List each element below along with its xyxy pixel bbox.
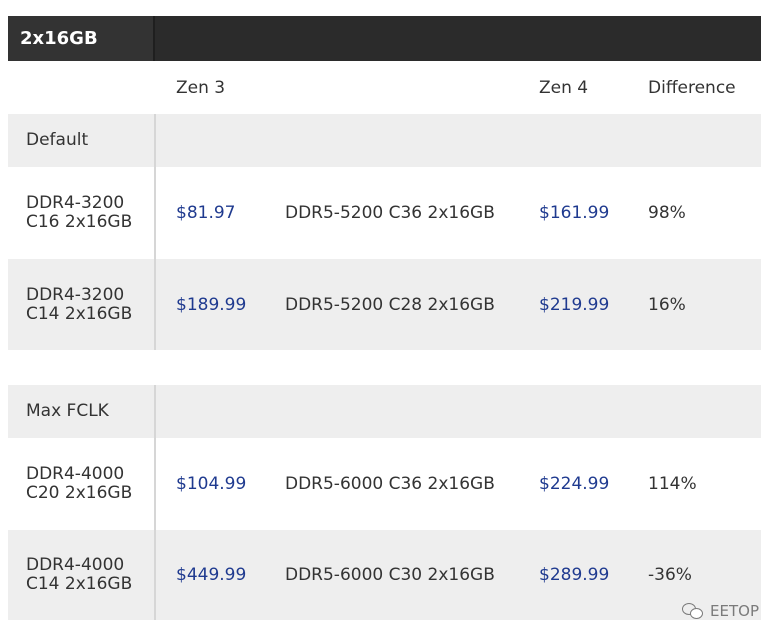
section-row-max-fclk: Max FCLK xyxy=(8,385,761,438)
column-divider xyxy=(154,167,156,259)
section-label: Max FCLK xyxy=(26,401,109,421)
price-difference: 114% xyxy=(648,474,697,494)
section-gap xyxy=(8,350,761,385)
price-difference: -36% xyxy=(648,565,692,585)
table-header: 2x16GB xyxy=(8,16,761,61)
column-header-row: Zen 3 Zen 4 Difference xyxy=(8,61,761,114)
table-row: DDR4-3200 C16 2x16GB $81.97 DDR5-5200 C3… xyxy=(8,167,761,259)
column-zen3: Zen 3 xyxy=(176,77,226,98)
column-divider xyxy=(154,259,156,350)
zen3-price: $81.97 xyxy=(176,203,236,223)
zen3-memory: DDR4-3200 C16 2x16GB xyxy=(26,193,133,232)
column-difference: Difference xyxy=(648,77,736,98)
zen4-price: $224.99 xyxy=(539,474,610,494)
zen3-price: $104.99 xyxy=(176,474,247,494)
zen3-memory: DDR4-4000 C20 2x16GB xyxy=(26,464,133,503)
watermark: EETOP xyxy=(682,602,759,620)
zen3-memory: DDR4-3200 C14 2x16GB xyxy=(26,284,133,324)
zen4-price: $289.99 xyxy=(539,565,610,585)
table-row: DDR4-4000 C20 2x16GB $104.99 DDR5-6000 C… xyxy=(8,438,761,530)
column-divider xyxy=(154,385,156,438)
column-zen4: Zen 4 xyxy=(539,77,589,98)
table-title: 2x16GB xyxy=(8,16,155,61)
zen4-price: $161.99 xyxy=(539,203,610,223)
zen3-memory: DDR4-4000 C14 2x16GB xyxy=(26,555,133,594)
column-divider xyxy=(154,530,156,620)
table-row: DDR4-3200 C14 2x16GB $189.99 DDR5-5200 C… xyxy=(8,259,761,350)
zen4-memory: DDR5-6000 C36 2x16GB xyxy=(285,474,495,494)
zen4-memory: DDR5-6000 C30 2x16GB xyxy=(285,565,495,585)
zen3-price: $189.99 xyxy=(176,294,247,315)
zen4-price: $219.99 xyxy=(539,294,610,315)
wechat-icon xyxy=(682,602,704,620)
price-difference: 98% xyxy=(648,203,686,223)
memory-price-table: 2x16GB Zen 3 Zen 4 Difference Default DD… xyxy=(8,16,761,620)
section-row-default: Default xyxy=(8,114,761,167)
zen3-price: $449.99 xyxy=(176,565,247,585)
price-difference: 16% xyxy=(648,294,686,315)
column-divider xyxy=(154,114,156,167)
zen4-memory: DDR5-5200 C36 2x16GB xyxy=(285,203,495,223)
column-divider xyxy=(154,438,156,530)
section-label: Default xyxy=(26,130,89,150)
zen4-memory: DDR5-5200 C28 2x16GB xyxy=(285,294,495,315)
watermark-text: EETOP xyxy=(710,602,759,620)
table-row: DDR4-4000 C14 2x16GB $449.99 DDR5-6000 C… xyxy=(8,530,761,620)
